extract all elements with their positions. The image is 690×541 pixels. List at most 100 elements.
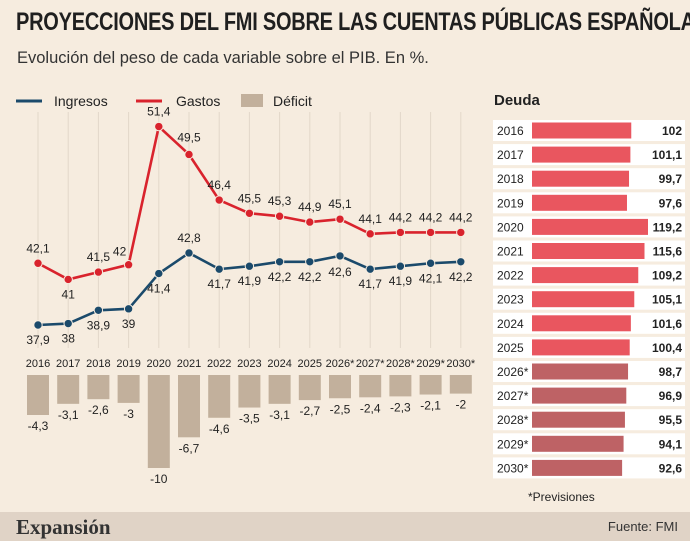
gastos-point-2019: [123, 260, 134, 270]
gastos-point-2021: [184, 149, 194, 160]
debt-year-2025: 2025: [497, 341, 524, 355]
ingresos-point-2025: [305, 257, 315, 267]
deficit-label-2022: -4,6: [209, 422, 230, 436]
debt-value-2028-forecast: 95,5: [659, 413, 683, 427]
debt-bar-2028-forecast: [532, 411, 625, 428]
deficit-label-2018: -2,6: [88, 403, 109, 417]
line-series: 42,1 41 41,5 42 51,4 49,5 46,4 45,5 45,3 44,9 45,1…: [26, 105, 472, 347]
debt-bar-2019: [532, 194, 627, 211]
gastos-label-2029-forecast: 44,2: [419, 210, 443, 224]
debt-bar-2023: [532, 291, 635, 308]
deficit-label-2024: -3,1: [269, 408, 290, 422]
deficit-label-2028-forecast: -2,3: [390, 400, 411, 414]
gastos-label-2020: 51,4: [147, 105, 171, 119]
ingresos-label-2023: 41,9: [238, 274, 262, 288]
deficit-bar-2030-forecast: [449, 375, 472, 394]
ingresos-point-2021: [184, 248, 194, 258]
forecast-note: *Previsiones: [528, 490, 595, 504]
gastos-point-2016: [33, 258, 43, 268]
year-label-2023: 2023: [237, 358, 261, 370]
gastos-label-2016: 42,1: [26, 241, 50, 255]
ingresos-label-2020: 41,4: [147, 282, 171, 296]
debt-value-2025: 100,4: [652, 341, 682, 355]
gastos-point-2027-forecast: [365, 229, 375, 239]
debt-year-2017: 2017: [497, 148, 524, 162]
deficit-label-2027-forecast: -2,4: [360, 401, 381, 415]
debt-year-2028-forecast: 2028*: [497, 413, 529, 427]
debt-bar-2021: [532, 243, 645, 259]
legend-ingresos-label: Ingresos: [54, 93, 108, 109]
deficit-label-2017: -3,1: [58, 408, 79, 422]
ingresos-point-2022: [214, 264, 224, 274]
debt-value-2016: 102: [662, 124, 682, 138]
ingresos-label-2024: 42,2: [268, 270, 292, 284]
legend-deficit-swatch: [241, 94, 263, 107]
deficit-bar-2016: [27, 375, 49, 415]
gastos-label-2026-forecast: 45,1: [328, 197, 352, 211]
year-label-2029-forecast: 2029*: [416, 358, 445, 370]
debt-value-2019: 97,6: [659, 196, 683, 210]
gastos-label-2017: 41: [62, 287, 76, 301]
gastos-label-2025: 44,9: [298, 200, 322, 214]
deficit-label-2025: -2,7: [299, 404, 320, 418]
debt-value-2017: 101,1: [652, 148, 682, 162]
debt-value-2029-forecast: 94,1: [659, 437, 683, 451]
ingresos-label-2030-forecast: 42,2: [449, 270, 473, 284]
legend-gastos-label: Gastos: [176, 93, 220, 109]
gastos-label-2028-forecast: 44,2: [389, 210, 413, 224]
debt-chart: 2016 102 2017 101,1 2018 99,7 2019 97,6 2020 119,…: [493, 120, 685, 479]
footer-bar: [0, 512, 690, 541]
gastos-point-2024: [274, 211, 285, 221]
gastos-point-2026-forecast: [335, 214, 345, 224]
gastos-point-2023: [244, 208, 255, 218]
ingresos-label-2027-forecast: 41,7: [359, 277, 383, 291]
ingresos-point-2017: [63, 318, 73, 329]
ingresos-label-2019: 39: [122, 317, 136, 331]
ingresos-point-2018: [93, 305, 104, 315]
debt-bar-2016: [532, 122, 632, 139]
ingresos-label-2028-forecast: 41,9: [389, 274, 413, 288]
gastos-point-2029-forecast: [425, 227, 436, 238]
deficit-bar-2024: [268, 375, 291, 404]
debt-year-2018: 2018: [497, 172, 524, 186]
debt-year-2021: 2021: [497, 245, 524, 259]
year-label-2017: 2017: [56, 358, 80, 370]
source-note: Fuente: FMI: [607, 519, 678, 534]
debt-year-2024: 2024: [497, 317, 524, 331]
ingresos-point-2026-forecast: [335, 251, 345, 261]
year-label-2019: 2019: [116, 358, 140, 370]
debt-year-2023: 2023: [497, 293, 524, 307]
ingresos-point-2024: [274, 257, 285, 267]
deficit-bar-2019: [117, 375, 140, 403]
gastos-point-2018: [93, 267, 104, 277]
debt-value-2024: 101,6: [652, 317, 682, 331]
ingresos-label-2018: 38,9: [87, 318, 111, 332]
debt-year-2030-forecast: 2030*: [497, 461, 529, 475]
gastos-point-2022: [214, 195, 224, 205]
ingresos-point-2016: [33, 320, 43, 330]
debt-bar-2017: [532, 146, 631, 163]
deficit-bar-2021: [178, 375, 200, 438]
deficit-label-2019: -3: [123, 407, 134, 421]
gastos-point-2025: [305, 217, 315, 227]
gastos-label-2019: 42: [113, 245, 127, 259]
ingresos-label-2029-forecast: 42,1: [419, 271, 443, 285]
ingresos-point-2029-forecast: [425, 258, 436, 268]
gastos-point-2030-forecast: [456, 227, 466, 238]
debt-value-2020: 119,2: [653, 220, 683, 234]
gastos-point-2017: [63, 274, 73, 285]
year-label-2028-forecast: 2028*: [386, 358, 415, 370]
year-label-2022: 2022: [207, 358, 231, 370]
debt-bar-2018: [532, 170, 630, 187]
year-axis-labels: 2016 2017 2018 2019 2020 2021 2022 2023 2024 2025…: [26, 358, 476, 370]
year-label-2025: 2025: [298, 358, 322, 370]
debt-bar-2029-forecast: [532, 435, 624, 452]
chart-subtitle: Evolución del peso de cada variable sobr…: [17, 49, 429, 67]
debt-value-2030-forecast: 92,6: [659, 461, 683, 475]
legend: Ingresos Gastos Déficit: [16, 93, 312, 109]
year-label-2016: 2016: [26, 358, 50, 370]
ingresos-label-2016: 37,9: [26, 333, 50, 347]
deficit-label-2030-forecast: -2: [455, 398, 466, 412]
deficit-label-2020: -10: [150, 472, 168, 486]
gastos-label-2030-forecast: 44,2: [449, 210, 473, 224]
